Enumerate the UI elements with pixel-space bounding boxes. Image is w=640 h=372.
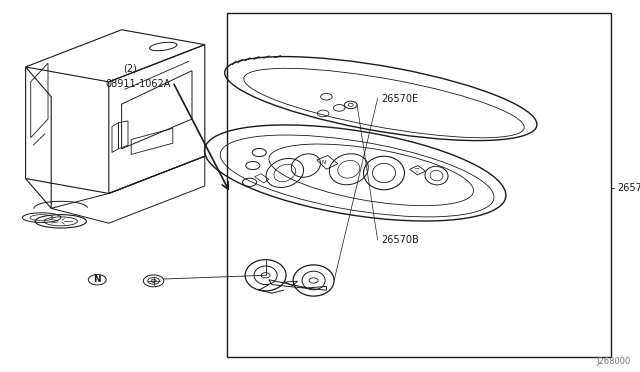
Text: 26570E: 26570E: [381, 94, 418, 103]
Text: N: N: [321, 160, 325, 166]
Text: ▽: ▽: [415, 168, 419, 173]
Bar: [227, 13, 611, 357]
Text: J268000: J268000: [596, 357, 630, 366]
Text: 08911-1062A: 08911-1062A: [106, 79, 171, 89]
Text: 26570M: 26570M: [618, 183, 640, 193]
Circle shape: [151, 279, 156, 282]
Text: N: N: [93, 275, 101, 284]
Text: 26570B: 26570B: [381, 235, 419, 245]
Text: (2): (2): [123, 64, 137, 74]
